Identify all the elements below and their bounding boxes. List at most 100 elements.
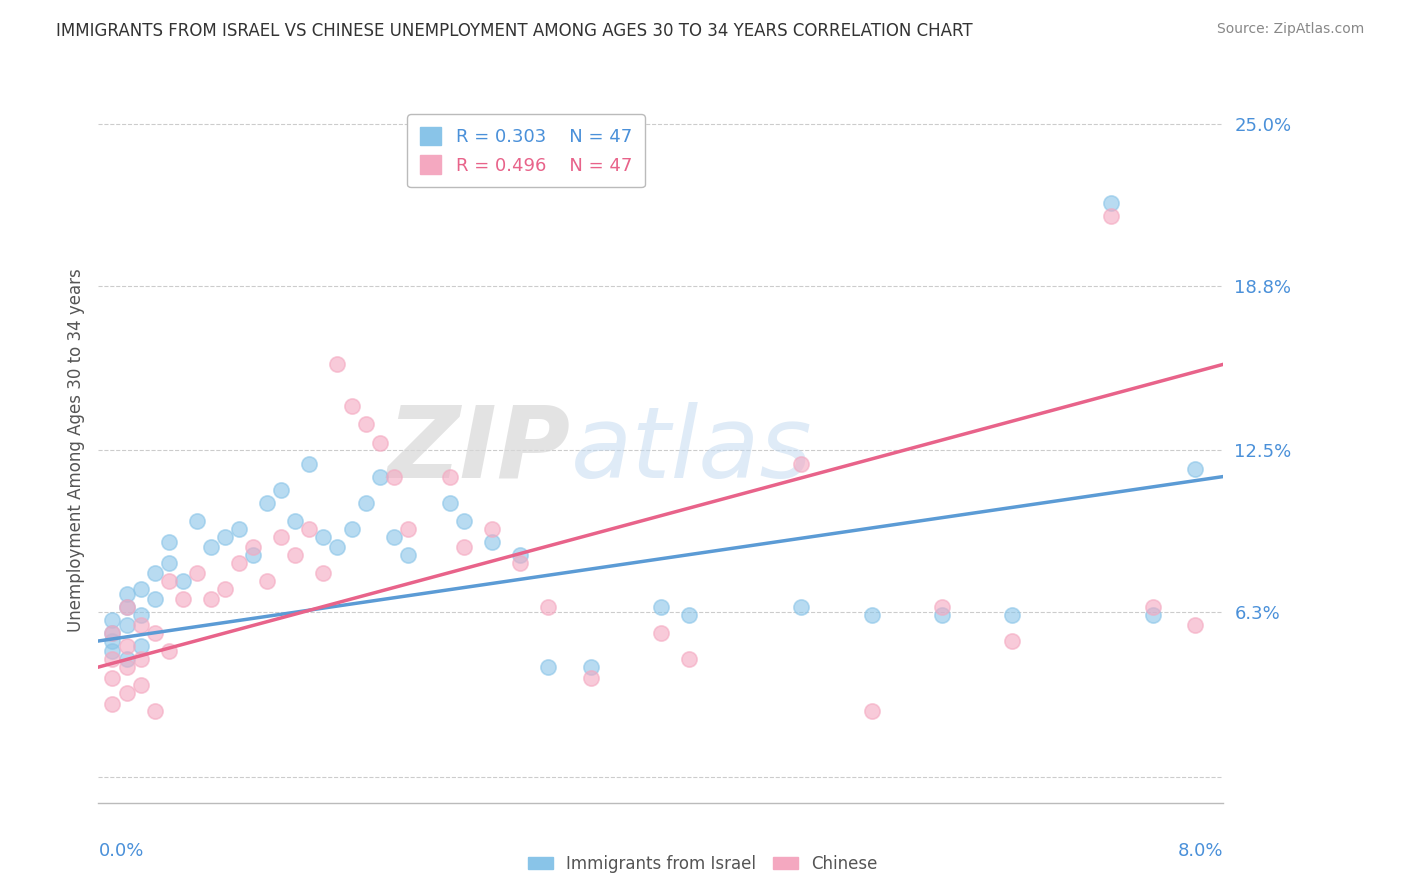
Point — [242, 548, 264, 562]
Point — [115, 660, 138, 674]
Point — [312, 566, 335, 581]
Point — [931, 607, 953, 622]
Point — [129, 652, 152, 666]
Point — [298, 522, 321, 536]
Point — [143, 626, 166, 640]
Point — [186, 566, 208, 581]
Point — [101, 697, 124, 711]
Point — [172, 574, 194, 588]
Point — [115, 600, 138, 615]
Point — [284, 548, 307, 562]
Point — [678, 652, 700, 666]
Point — [354, 496, 377, 510]
Text: 8.0%: 8.0% — [1178, 842, 1223, 860]
Point — [129, 582, 152, 596]
Point — [157, 644, 180, 658]
Point — [1142, 607, 1164, 622]
Point — [115, 587, 138, 601]
Point — [509, 548, 531, 562]
Point — [1099, 195, 1122, 210]
Point — [157, 556, 180, 570]
Point — [1184, 461, 1206, 475]
Point — [200, 592, 222, 607]
Point — [650, 626, 672, 640]
Point — [537, 660, 560, 674]
Legend: Immigrants from Israel, Chinese: Immigrants from Israel, Chinese — [522, 848, 884, 880]
Point — [214, 582, 236, 596]
Point — [340, 522, 363, 536]
Point — [368, 469, 391, 483]
Point — [579, 660, 602, 674]
Point — [115, 686, 138, 700]
Point — [1001, 607, 1024, 622]
Point — [439, 469, 461, 483]
Y-axis label: Unemployment Among Ages 30 to 34 years: Unemployment Among Ages 30 to 34 years — [66, 268, 84, 632]
Point — [509, 556, 531, 570]
Point — [396, 522, 419, 536]
Text: 0.0%: 0.0% — [98, 842, 143, 860]
Point — [312, 530, 335, 544]
Point — [200, 540, 222, 554]
Text: Source: ZipAtlas.com: Source: ZipAtlas.com — [1216, 22, 1364, 37]
Point — [453, 540, 475, 554]
Point — [270, 483, 292, 497]
Point — [1099, 209, 1122, 223]
Point — [270, 530, 292, 544]
Point — [860, 705, 883, 719]
Point — [678, 607, 700, 622]
Point — [256, 496, 278, 510]
Point — [228, 556, 250, 570]
Point — [396, 548, 419, 562]
Point — [129, 607, 152, 622]
Text: ZIP: ZIP — [388, 402, 571, 499]
Point — [650, 600, 672, 615]
Point — [143, 566, 166, 581]
Point — [129, 618, 152, 632]
Point — [143, 705, 166, 719]
Point — [1184, 618, 1206, 632]
Point — [101, 671, 124, 685]
Point — [481, 534, 503, 549]
Point — [101, 644, 124, 658]
Point — [284, 514, 307, 528]
Point — [439, 496, 461, 510]
Text: IMMIGRANTS FROM ISRAEL VS CHINESE UNEMPLOYMENT AMONG AGES 30 TO 34 YEARS CORRELA: IMMIGRANTS FROM ISRAEL VS CHINESE UNEMPL… — [56, 22, 973, 40]
Point — [228, 522, 250, 536]
Point — [115, 639, 138, 653]
Point — [368, 435, 391, 450]
Point — [382, 469, 405, 483]
Point — [157, 534, 180, 549]
Point — [790, 600, 813, 615]
Point — [101, 626, 124, 640]
Point — [101, 613, 124, 627]
Point — [326, 357, 349, 371]
Point — [790, 457, 813, 471]
Point — [298, 457, 321, 471]
Point — [256, 574, 278, 588]
Point — [340, 399, 363, 413]
Point — [453, 514, 475, 528]
Point — [115, 618, 138, 632]
Point — [115, 652, 138, 666]
Point — [537, 600, 560, 615]
Point — [214, 530, 236, 544]
Point — [242, 540, 264, 554]
Point — [931, 600, 953, 615]
Point — [186, 514, 208, 528]
Point — [1001, 634, 1024, 648]
Text: atlas: atlas — [571, 402, 813, 499]
Point — [143, 592, 166, 607]
Point — [129, 639, 152, 653]
Point — [860, 607, 883, 622]
Point — [115, 600, 138, 615]
Point — [579, 671, 602, 685]
Point — [101, 634, 124, 648]
Point — [101, 626, 124, 640]
Point — [172, 592, 194, 607]
Legend: R = 0.303    N = 47, R = 0.496    N = 47: R = 0.303 N = 47, R = 0.496 N = 47 — [406, 114, 645, 187]
Point — [382, 530, 405, 544]
Point — [157, 574, 180, 588]
Point — [101, 652, 124, 666]
Point — [481, 522, 503, 536]
Point — [1142, 600, 1164, 615]
